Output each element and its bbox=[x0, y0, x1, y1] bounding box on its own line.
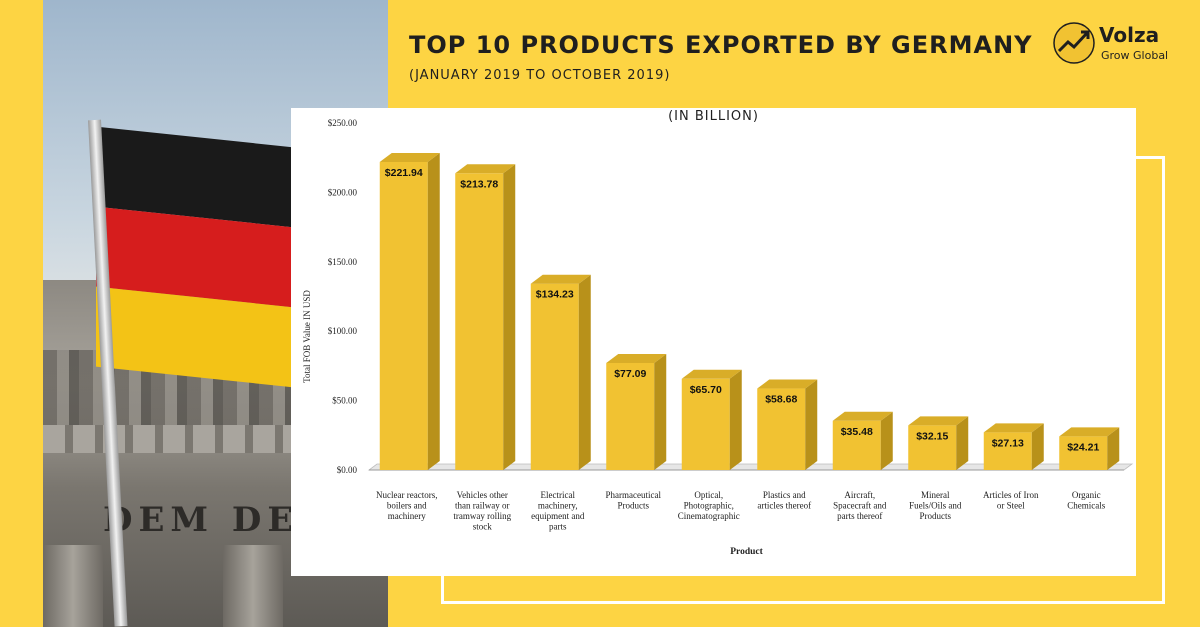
building-column bbox=[223, 545, 283, 627]
data-label: $77.09 bbox=[614, 368, 646, 380]
volza-logo-icon bbox=[1053, 22, 1095, 64]
x-tick-label: Vehicles other than railway or tramway rol… bbox=[453, 490, 511, 532]
chart-panel: (IN BILLION) $0.00 $50.00 $100.00 $150.00 $2… bbox=[291, 108, 1136, 576]
bar bbox=[832, 420, 881, 470]
bar-top bbox=[908, 416, 969, 426]
building-column bbox=[43, 545, 103, 627]
bar-side bbox=[805, 379, 818, 470]
data-label: $134.23 bbox=[536, 289, 574, 301]
data-label: $32.15 bbox=[916, 430, 948, 442]
x-tick-label: Optical, Photographic, Cinematographic bbox=[678, 490, 740, 521]
bar-side bbox=[427, 152, 440, 471]
bar-top bbox=[1059, 427, 1120, 437]
bar bbox=[530, 283, 579, 470]
bar bbox=[908, 425, 957, 470]
page-subtitle: (JANUARY 2019 TO OCTOBER 2019) bbox=[409, 68, 671, 83]
x-tick-label: Plastics and articles thereof bbox=[757, 490, 811, 511]
bar-top bbox=[681, 369, 742, 379]
data-label: $35.48 bbox=[841, 426, 873, 438]
x-tick-label: Aircraft, Spacecraft and parts thereof bbox=[833, 490, 887, 521]
y-tick-label: $250.00 bbox=[328, 118, 358, 128]
data-label: $65.70 bbox=[690, 384, 722, 396]
bar-side bbox=[578, 274, 591, 470]
x-tick-label: Pharmaceutical Products bbox=[606, 490, 662, 511]
bar-side bbox=[1031, 423, 1044, 470]
bar-top bbox=[455, 164, 516, 174]
bar-top bbox=[606, 353, 667, 363]
bar-side bbox=[956, 416, 969, 470]
bar bbox=[757, 388, 806, 470]
y-tick-label: $100.00 bbox=[328, 326, 358, 336]
x-axis-label: Product bbox=[730, 547, 763, 557]
bar-top bbox=[983, 423, 1044, 433]
bar-top bbox=[530, 274, 591, 284]
bar-side bbox=[729, 369, 742, 470]
y-tick-label: $200.00 bbox=[328, 187, 358, 197]
x-tick-label: Articles of Iron or Steel bbox=[983, 490, 1039, 511]
x-tick-label: Nuclear reactors, boilers and machinery bbox=[376, 490, 437, 521]
bar bbox=[983, 432, 1032, 470]
bar-top bbox=[832, 411, 893, 421]
volza-logo[interactable]: Volza Grow Global bbox=[1053, 22, 1193, 66]
data-label: $213.78 bbox=[460, 178, 498, 190]
y-tick-label: $0.00 bbox=[337, 465, 358, 475]
logo-tagline: Grow Global bbox=[1101, 49, 1169, 62]
logo-name: Volza bbox=[1099, 23, 1160, 47]
chart-title: (IN BILLION) bbox=[668, 109, 759, 124]
bar bbox=[379, 161, 428, 471]
bar-side bbox=[503, 164, 516, 470]
y-tick-label: $150.00 bbox=[328, 257, 358, 267]
page-title: TOP 10 PRODUCTS EXPORTED BY GERMANY bbox=[409, 31, 1033, 59]
x-tick-label: Electrical machinery, equipment and parts bbox=[531, 490, 585, 532]
data-label: $24.21 bbox=[1067, 441, 1099, 453]
y-tick-label: $50.00 bbox=[332, 396, 357, 406]
bar bbox=[455, 173, 504, 470]
bar-top bbox=[379, 152, 440, 162]
data-label: $27.13 bbox=[992, 437, 1024, 449]
x-tick-label: Mineral Fuels/Oils and Products bbox=[909, 490, 962, 521]
data-label: $221.94 bbox=[385, 167, 423, 179]
bar bbox=[1059, 436, 1108, 470]
bar-top bbox=[757, 379, 818, 389]
data-label: $58.68 bbox=[765, 394, 797, 406]
bar-side bbox=[880, 411, 893, 470]
y-axis-label: Total FOB Value IN USD bbox=[302, 290, 312, 383]
bar-side bbox=[654, 353, 667, 470]
bar bbox=[606, 362, 655, 470]
bar-side bbox=[1107, 427, 1120, 470]
x-tick-label: Organic Chemicals bbox=[1067, 490, 1105, 511]
bar bbox=[681, 378, 730, 470]
bar-chart: $0.00 $50.00 $100.00 $150.00 $200.00 $250.00 T… bbox=[302, 118, 1134, 557]
